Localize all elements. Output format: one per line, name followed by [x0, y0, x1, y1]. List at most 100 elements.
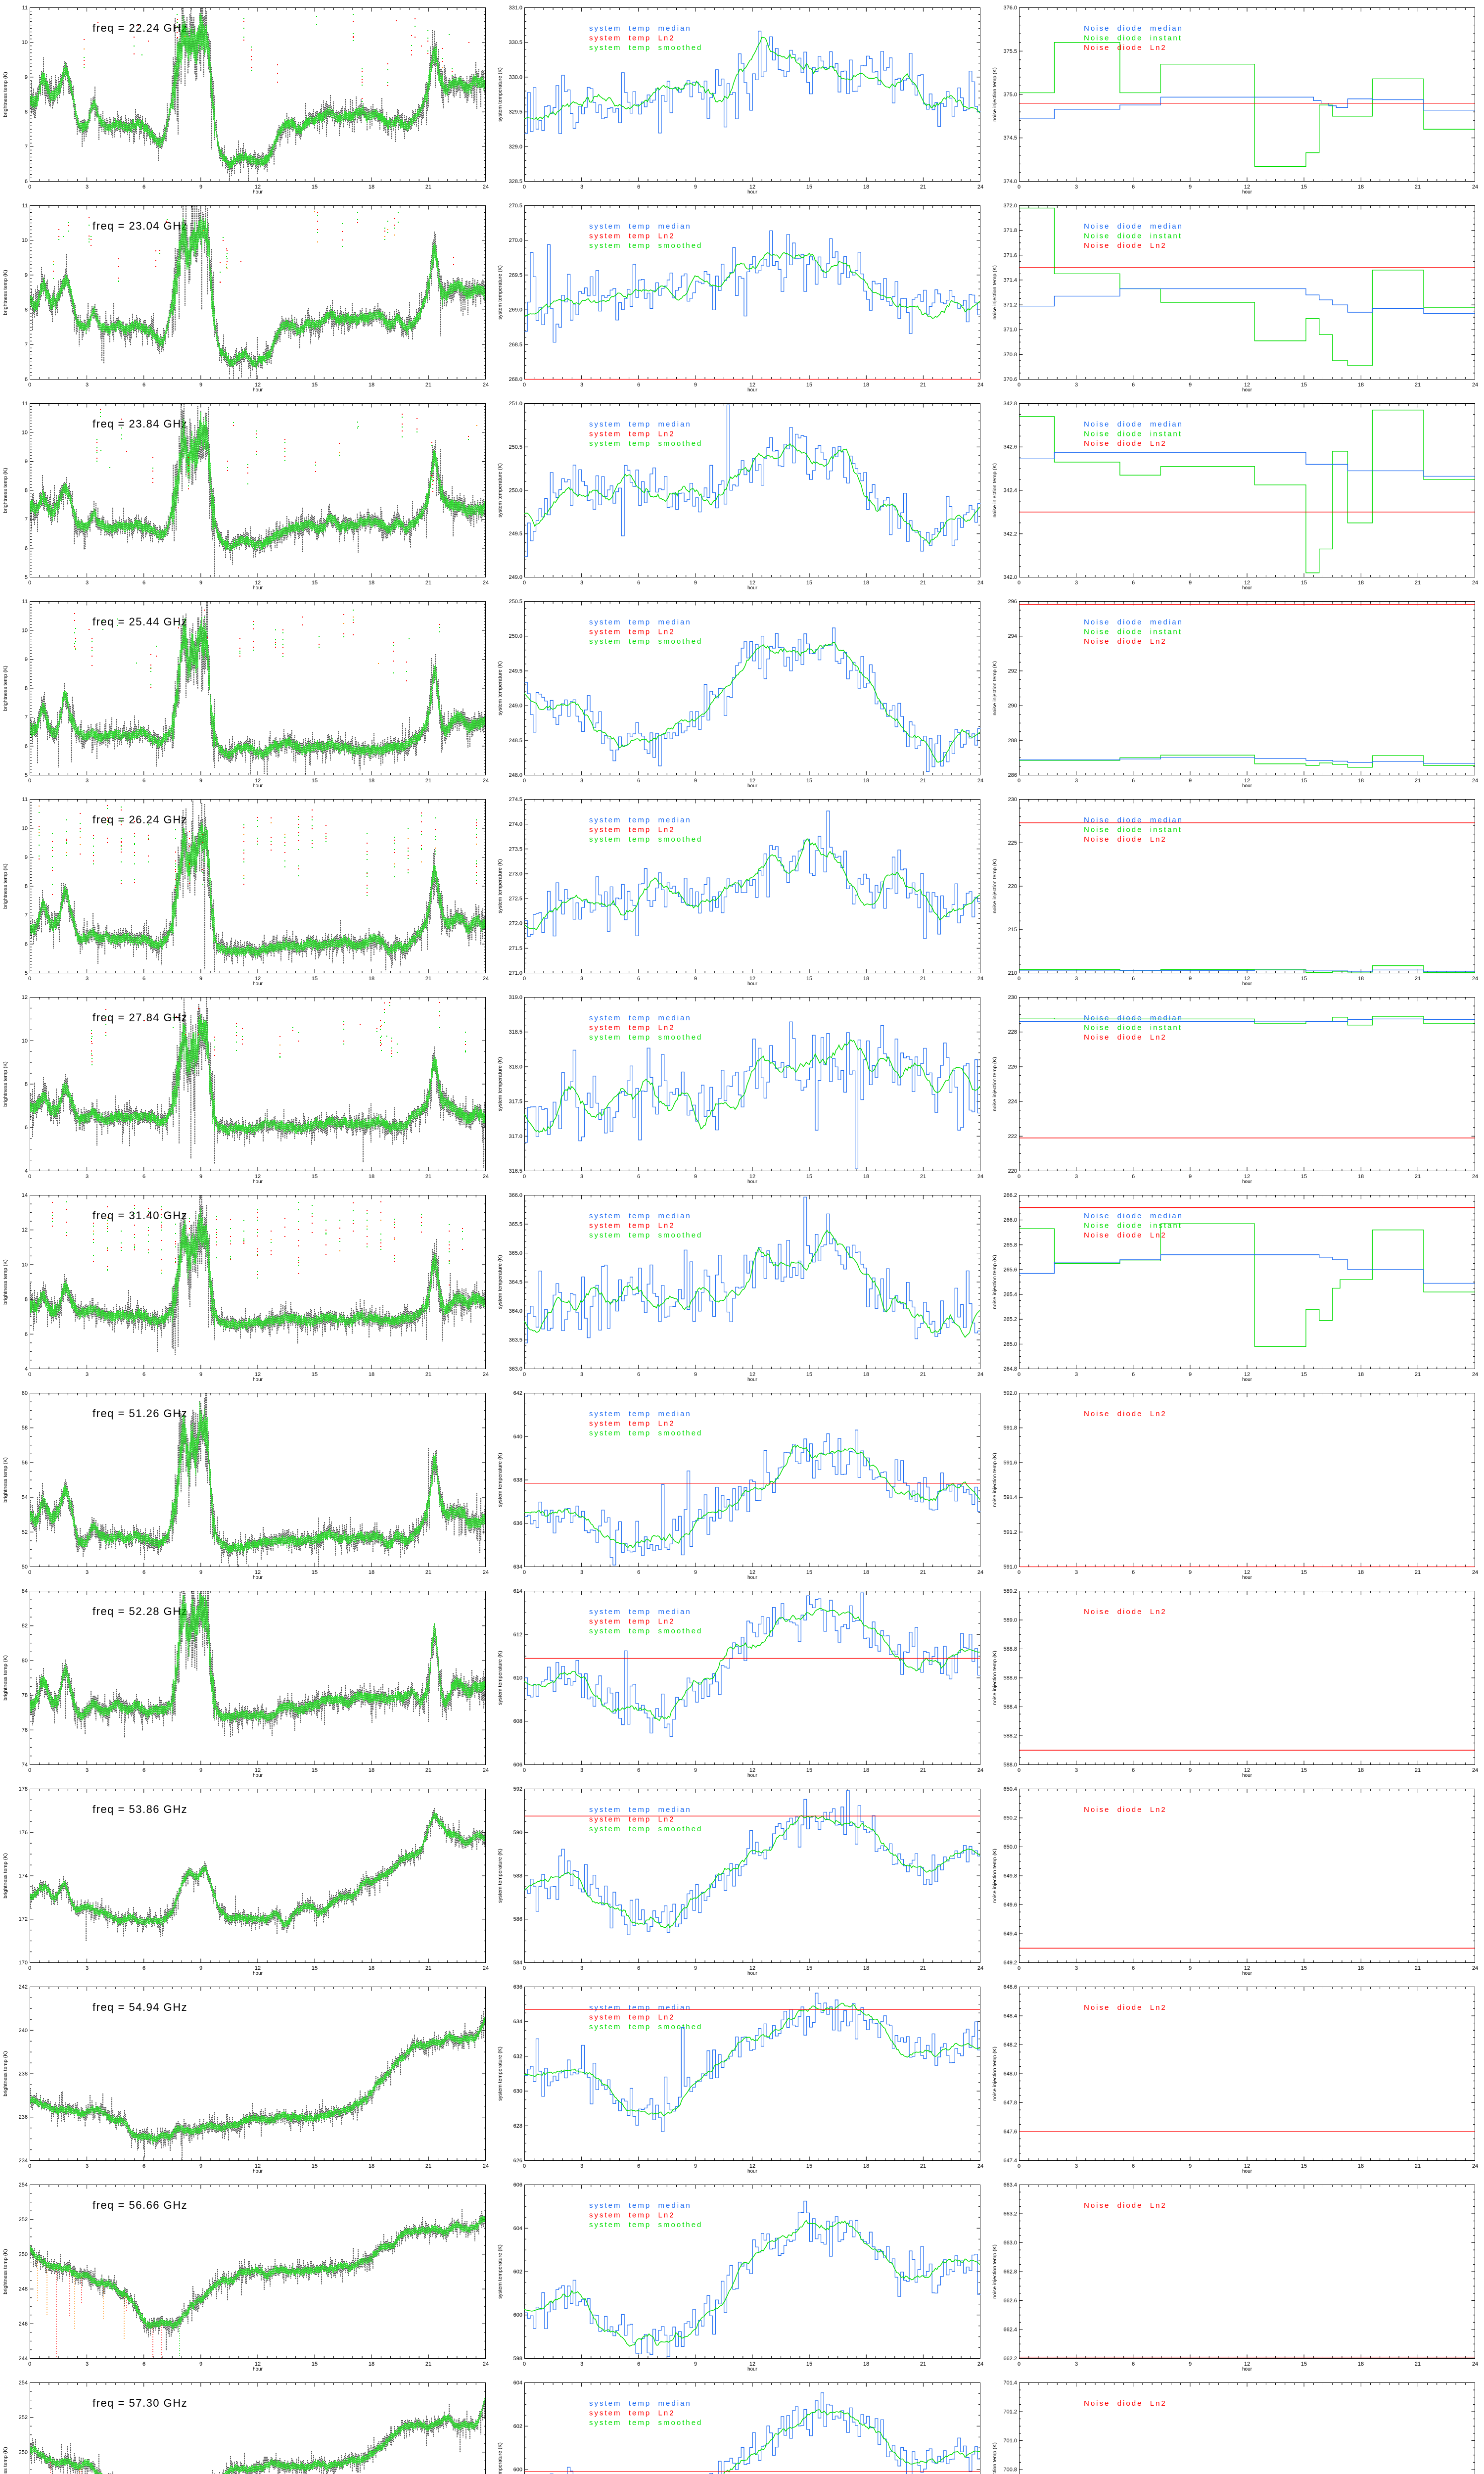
svg-text:12: 12 — [749, 184, 755, 190]
svg-text:9: 9 — [199, 184, 202, 190]
svg-text:12: 12 — [749, 382, 755, 388]
svg-text:24: 24 — [1472, 2163, 1478, 2169]
svg-text:hour: hour — [253, 981, 263, 987]
svg-text:3: 3 — [580, 1570, 583, 1575]
svg-text:0: 0 — [28, 1767, 31, 1773]
svg-text:freq = 54.94 GHz: freq = 54.94 GHz — [93, 2001, 187, 2013]
svg-text:647.8: 647.8 — [1003, 2100, 1017, 2106]
svg-text:6: 6 — [637, 580, 640, 586]
svg-text:hour: hour — [253, 2367, 263, 2372]
svg-text:606: 606 — [513, 2182, 522, 2188]
svg-text:15: 15 — [806, 2361, 812, 2367]
svg-text:6: 6 — [142, 580, 145, 586]
svg-text:6: 6 — [637, 1372, 640, 1378]
svg-text:6: 6 — [142, 778, 145, 784]
svg-text:9: 9 — [694, 1174, 697, 1180]
svg-text:251.0: 251.0 — [509, 401, 522, 407]
svg-text:286: 286 — [1008, 772, 1017, 778]
svg-text:15: 15 — [806, 1372, 812, 1378]
svg-text:249.5: 249.5 — [509, 531, 522, 537]
svg-text:274.0: 274.0 — [509, 821, 522, 827]
svg-text:8: 8 — [25, 1082, 28, 1088]
svg-text:21: 21 — [920, 1372, 926, 1378]
svg-text:12: 12 — [1244, 1767, 1250, 1773]
svg-text:270.0: 270.0 — [509, 238, 522, 243]
svg-text:21: 21 — [425, 1570, 431, 1575]
svg-text:12: 12 — [255, 778, 261, 784]
svg-text:system temp median: system temp median — [589, 1212, 692, 1220]
svg-text:18: 18 — [369, 778, 374, 784]
svg-text:24: 24 — [483, 1570, 489, 1575]
svg-text:701.0: 701.0 — [1003, 2438, 1017, 2444]
svg-text:273.0: 273.0 — [509, 871, 522, 877]
svg-text:15: 15 — [312, 778, 318, 784]
svg-text:0: 0 — [1018, 2163, 1020, 2169]
svg-text:15: 15 — [1301, 976, 1307, 982]
svg-text:9: 9 — [1189, 382, 1192, 388]
svg-text:6: 6 — [142, 1174, 145, 1180]
svg-text:172: 172 — [19, 1916, 28, 1922]
svg-text:6: 6 — [25, 179, 28, 185]
svg-text:9: 9 — [1189, 1965, 1192, 1971]
svg-text:18: 18 — [1358, 976, 1364, 982]
svg-text:system temp median: system temp median — [589, 2399, 692, 2408]
svg-text:brightness temp (K): brightness temp (K) — [2, 270, 8, 315]
svg-text:Noise diode Ln2: Noise diode Ln2 — [1084, 44, 1167, 52]
svg-text:10: 10 — [22, 826, 28, 832]
svg-text:318.5: 318.5 — [509, 1029, 522, 1035]
svg-text:662.6: 662.6 — [1003, 2298, 1017, 2304]
svg-text:12: 12 — [749, 778, 755, 784]
svg-text:649.2: 649.2 — [1003, 1960, 1017, 1966]
svg-text:296: 296 — [1008, 599, 1017, 605]
svg-text:12: 12 — [1244, 778, 1250, 784]
svg-text:60: 60 — [22, 1390, 28, 1396]
svg-text:24: 24 — [483, 382, 489, 388]
svg-text:12: 12 — [749, 2361, 755, 2367]
svg-text:9: 9 — [25, 855, 28, 860]
svg-text:0: 0 — [523, 1767, 526, 1773]
svg-text:21: 21 — [425, 382, 431, 388]
svg-text:hour: hour — [253, 1179, 263, 1185]
svg-text:12: 12 — [255, 1767, 261, 1773]
svg-text:250.5: 250.5 — [509, 599, 522, 605]
svg-text:6: 6 — [142, 1372, 145, 1378]
svg-text:18: 18 — [369, 1174, 374, 1180]
svg-text:system temperature (K): system temperature (K) — [497, 661, 503, 715]
svg-text:590: 590 — [513, 1830, 522, 1836]
svg-text:system temp smoothed: system temp smoothed — [589, 241, 702, 250]
svg-text:3: 3 — [86, 2361, 89, 2367]
svg-text:602: 602 — [513, 2269, 522, 2275]
svg-text:9: 9 — [1189, 2361, 1192, 2367]
svg-text:0: 0 — [523, 1372, 526, 1378]
svg-text:24: 24 — [1472, 1174, 1478, 1180]
svg-text:21: 21 — [1415, 2361, 1421, 2367]
svg-text:system temp smoothed: system temp smoothed — [589, 2221, 702, 2229]
svg-text:24: 24 — [977, 778, 983, 784]
svg-text:24: 24 — [483, 778, 489, 784]
svg-text:hour: hour — [1242, 981, 1252, 987]
svg-text:9: 9 — [199, 1767, 202, 1773]
svg-text:318.0: 318.0 — [509, 1064, 522, 1070]
svg-text:noise injection temp (K): noise injection temp (K) — [992, 2442, 998, 2474]
svg-text:9: 9 — [1189, 976, 1192, 982]
svg-text:591.8: 591.8 — [1003, 1425, 1017, 1431]
svg-text:54: 54 — [22, 1495, 28, 1501]
svg-text:248.0: 248.0 — [509, 772, 522, 778]
svg-text:system temp Ln2: system temp Ln2 — [589, 1618, 675, 1626]
svg-text:24: 24 — [1472, 580, 1478, 586]
svg-text:9: 9 — [1189, 2163, 1192, 2169]
svg-text:342.6: 342.6 — [1003, 444, 1017, 450]
svg-text:hour: hour — [747, 2367, 758, 2372]
svg-text:584: 584 — [513, 1960, 522, 1966]
svg-text:hour: hour — [747, 1971, 758, 1976]
svg-text:604: 604 — [513, 2380, 522, 2386]
svg-text:15: 15 — [1301, 2361, 1307, 2367]
svg-text:18: 18 — [1358, 1570, 1364, 1575]
svg-text:3: 3 — [580, 382, 583, 388]
svg-text:15: 15 — [1301, 1767, 1307, 1773]
svg-text:15: 15 — [1301, 1174, 1307, 1180]
svg-text:9: 9 — [694, 1570, 697, 1575]
svg-text:Noise diode Ln2: Noise diode Ln2 — [1084, 241, 1167, 250]
svg-text:642: 642 — [513, 1390, 522, 1396]
svg-text:614: 614 — [513, 1588, 522, 1594]
